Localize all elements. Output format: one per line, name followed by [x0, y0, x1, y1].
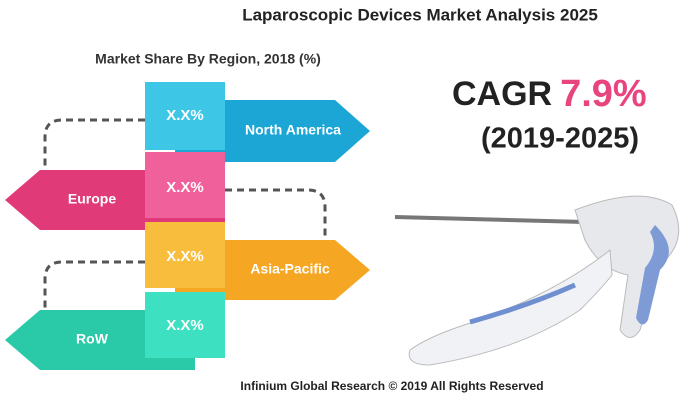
cagr-value: 7.9% — [560, 73, 647, 115]
connectors — [43, 118, 327, 310]
region-value: X.X% — [166, 317, 204, 334]
region-label: Europe — [68, 191, 116, 207]
region-box — [145, 82, 225, 150]
subtitle: Market Share By Region, 2018 (%) — [95, 51, 321, 67]
title: Laparoscopic Devices Market Analysis 202… — [242, 5, 598, 24]
region-value: X.X% — [166, 107, 204, 124]
region-value: X.X% — [166, 179, 204, 196]
region-box — [145, 222, 225, 288]
region-value: X.X% — [166, 248, 204, 265]
footer: Infinium Global Research © 2019 All Righ… — [240, 379, 543, 393]
region-box — [145, 152, 225, 218]
region-label: RoW — [76, 331, 109, 347]
device-illustration — [394, 195, 680, 366]
region-label: North America — [245, 122, 341, 138]
cagr-label: CAGR — [452, 75, 552, 113]
region-box — [145, 292, 225, 358]
cagr-period: (2019-2025) — [481, 123, 639, 155]
cagr: CAGR 7.9% — [452, 73, 647, 115]
region-label: Asia-Pacific — [250, 261, 330, 277]
